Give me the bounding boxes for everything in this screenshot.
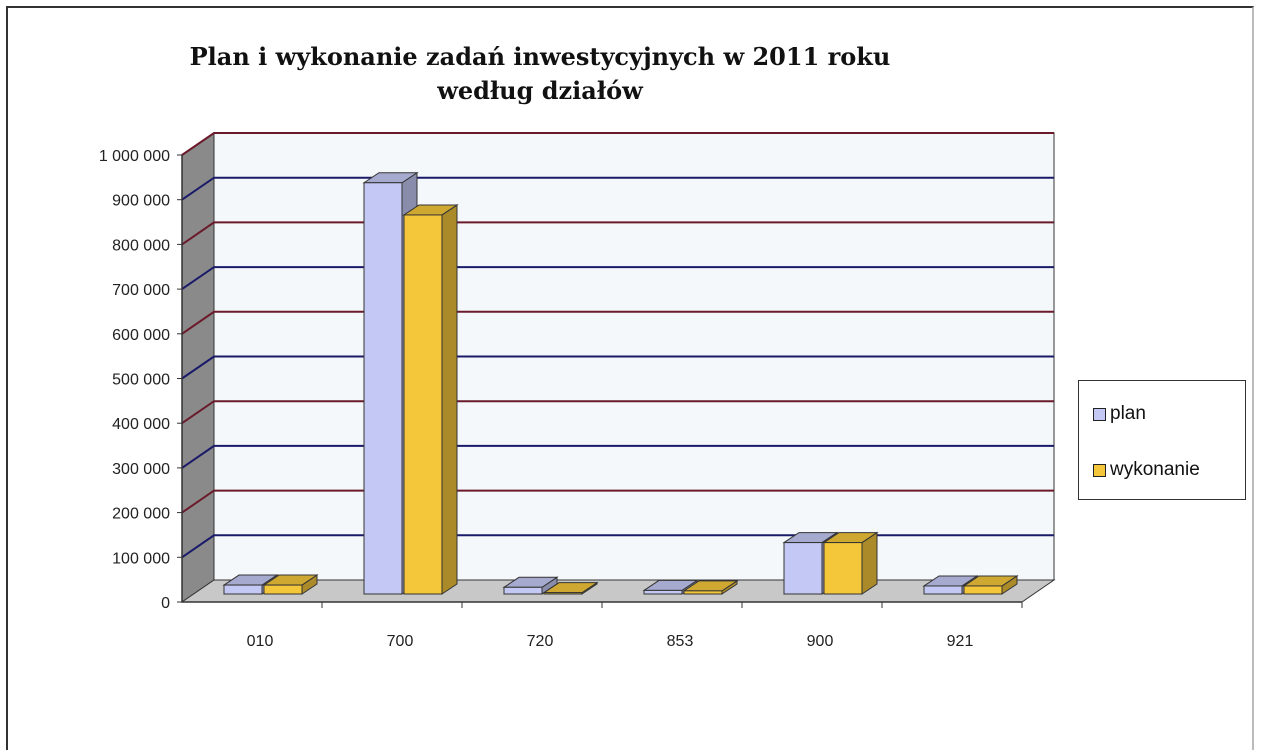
y-tick-label: 600 000 [112,327,170,344]
legend-item-plan: plan [1093,403,1146,425]
bar-plan-853 [643,589,683,595]
gridline [181,221,1054,246]
x-tick-label: 700 [387,633,414,650]
bar-wykonanie-900 [823,542,863,595]
y-tick-label: 300 000 [112,461,170,478]
gridline [181,355,1054,380]
bar-wykonanie-921 [963,585,1003,595]
bar-plan-700 [363,182,403,595]
legend-label-plan: plan [1110,403,1146,424]
legend-swatch-wykonanie [1093,463,1106,477]
x-tick-label: 921 [947,633,974,650]
y-tick-label: 100 000 [112,550,170,567]
bar-plan-900 [783,542,823,595]
y-tick-label: 900 000 [112,193,170,210]
gridline [181,489,1054,514]
gridline [181,400,1054,425]
y-tick-label: 500 000 [112,372,170,389]
gridline [181,176,1054,201]
bar-plan-921 [923,585,963,595]
gridline [181,534,1054,559]
chart-title-line-2: według działów [437,76,643,105]
gridline [181,132,1054,156]
x-tick-label: 720 [527,633,554,650]
legend: plan wykonanie [1078,380,1246,500]
chart-title: Plan i wykonanie zadań inwestycyjnych w … [120,40,960,108]
bar-wykonanie-010 [263,584,303,595]
y-tick-label: 0 [161,595,170,612]
gridline [181,444,1054,469]
gridline [181,266,1054,290]
x-tick-label: 853 [667,633,694,650]
x-tick-label: 010 [247,633,274,650]
y-tick-label: 700 000 [112,282,170,299]
x-tick-label: 900 [807,633,834,650]
bar-side-wykonanie-700 [441,204,458,595]
y-tick-label: 800 000 [112,237,170,254]
chart-title-line-1: Plan i wykonanie zadań inwestycyjnych w … [189,42,891,71]
legend-label-wykonanie: wykonanie [1110,459,1200,480]
legend-swatch-plan [1093,407,1106,421]
y-tick-label: 400 000 [112,416,170,433]
gridline [181,310,1054,335]
y-tick-label: 200 000 [112,506,170,523]
bar-wykonanie-853 [683,590,723,595]
bar-plan-720 [503,586,543,595]
bar-wykonanie-720 [543,592,583,595]
bar-side-wykonanie-900 [861,531,878,595]
bar-plan-010 [223,584,263,595]
bar-wykonanie-700 [403,214,443,595]
y-tick-label: 1 000 000 [99,148,170,165]
legend-item-wykonanie: wykonanie [1093,459,1200,481]
